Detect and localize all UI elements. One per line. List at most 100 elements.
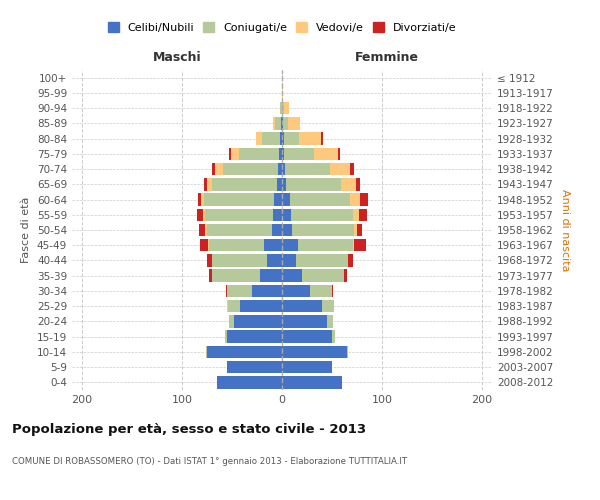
Bar [267,254,282,266]
Y-axis label: Fasce di età: Fasce di età [22,197,31,263]
Bar [282,102,284,115]
Bar [359,208,367,221]
Bar [234,315,282,328]
Bar [322,300,334,312]
Bar [282,86,283,99]
Bar [229,315,234,328]
Bar [282,300,322,312]
Bar [299,132,321,145]
Bar [282,330,332,343]
Bar [284,102,289,115]
Bar [212,163,215,175]
Bar [252,284,282,297]
Bar [354,224,357,236]
Bar [353,208,359,221]
Bar [357,224,362,236]
Bar [226,284,227,297]
Bar [282,239,298,252]
Bar [350,194,360,206]
Bar [264,239,282,252]
Bar [229,148,231,160]
Bar [282,346,347,358]
Bar [281,117,282,130]
Y-axis label: Anni di nascita: Anni di nascita [560,188,570,271]
Bar [285,163,330,175]
Bar [310,284,332,297]
Bar [223,163,278,175]
Bar [201,194,204,206]
Bar [199,224,205,236]
Bar [206,346,207,358]
Bar [207,254,212,266]
Bar [282,254,296,266]
Bar [217,376,282,388]
Bar [279,148,282,160]
Bar [286,178,341,190]
Bar [260,270,282,282]
Bar [205,208,273,221]
Bar [207,224,272,236]
Bar [239,148,279,160]
Bar [284,148,314,160]
Bar [282,284,310,297]
Text: COMUNE DI ROBASSOMERO (TO) - Dati ISTAT 1° gennaio 2013 - Elaborazione TUTTITALI: COMUNE DI ROBASSOMERO (TO) - Dati ISTAT … [12,458,407,466]
Bar [282,148,284,160]
Bar [274,194,282,206]
Bar [298,239,353,252]
Bar [240,300,282,312]
Bar [302,270,344,282]
Bar [228,300,240,312]
Bar [200,239,208,252]
Bar [205,224,207,236]
Bar [212,178,277,190]
Bar [227,300,228,312]
Bar [282,178,286,190]
Bar [278,163,282,175]
Bar [203,208,205,221]
Bar [353,239,354,252]
Bar [273,117,275,130]
Bar [284,132,299,145]
Bar [283,117,288,130]
Bar [282,208,291,221]
Bar [209,270,212,282]
Bar [275,117,281,130]
Bar [314,148,338,160]
Bar [231,148,239,160]
Bar [360,194,368,206]
Bar [207,346,282,358]
Bar [204,194,274,206]
Bar [273,208,282,221]
Bar [212,270,260,282]
Bar [204,178,207,190]
Text: Femmine: Femmine [355,51,419,64]
Bar [356,178,360,190]
Bar [277,178,282,190]
Bar [209,239,264,252]
Bar [332,284,333,297]
Bar [208,239,209,252]
Bar [338,148,340,160]
Bar [227,361,282,374]
Bar [227,330,282,343]
Bar [290,194,350,206]
Bar [282,117,283,130]
Bar [280,102,282,115]
Bar [282,194,290,206]
Bar [272,224,282,236]
Bar [282,224,292,236]
Bar [282,361,332,374]
Bar [256,132,262,145]
Bar [348,254,353,266]
Bar [347,346,348,358]
Bar [198,194,201,206]
Bar [296,254,348,266]
Bar [215,163,223,175]
Text: Popolazione per età, sesso e stato civile - 2013: Popolazione per età, sesso e stato civil… [12,422,366,436]
Text: Maschi: Maschi [152,51,202,64]
Bar [288,117,300,130]
Bar [344,270,347,282]
Legend: Celibi/Nubili, Coniugati/e, Vedovi/e, Divorziati/e: Celibi/Nubili, Coniugati/e, Vedovi/e, Di… [103,18,461,38]
Bar [212,254,267,266]
Bar [262,132,280,145]
